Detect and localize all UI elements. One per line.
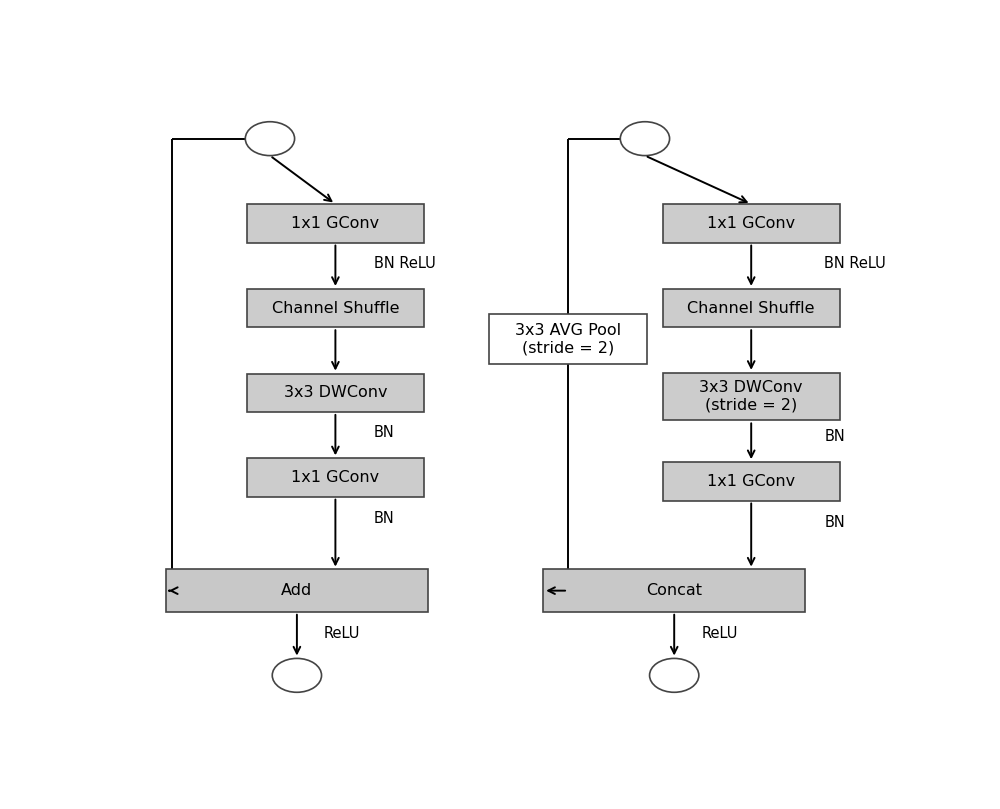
FancyBboxPatch shape <box>663 204 840 243</box>
Text: 1x1 GConv: 1x1 GConv <box>291 216 379 231</box>
FancyBboxPatch shape <box>166 570 428 612</box>
Ellipse shape <box>650 659 699 693</box>
Text: Concat: Concat <box>646 583 702 598</box>
FancyBboxPatch shape <box>663 462 840 501</box>
Text: ReLU: ReLU <box>324 626 360 642</box>
FancyBboxPatch shape <box>543 570 805 612</box>
Text: BN: BN <box>374 510 395 526</box>
FancyBboxPatch shape <box>663 373 840 421</box>
Text: 3x3 DWConv
(stride = 2): 3x3 DWConv (stride = 2) <box>699 380 803 413</box>
Text: BN: BN <box>824 515 845 530</box>
Text: BN ReLU: BN ReLU <box>824 256 886 271</box>
Ellipse shape <box>620 121 670 155</box>
Text: 1x1 GConv: 1x1 GConv <box>291 470 379 485</box>
Text: 1x1 GConv: 1x1 GConv <box>707 216 795 231</box>
FancyBboxPatch shape <box>663 289 840 328</box>
Text: BN: BN <box>374 426 395 440</box>
FancyBboxPatch shape <box>247 289 424 328</box>
Text: BN ReLU: BN ReLU <box>374 256 436 271</box>
Text: ReLU: ReLU <box>701 626 738 642</box>
Text: BN: BN <box>824 429 845 444</box>
Text: Add: Add <box>281 583 313 598</box>
FancyBboxPatch shape <box>247 374 424 412</box>
FancyBboxPatch shape <box>489 314 647 364</box>
Text: Channel Shuffle: Channel Shuffle <box>272 301 399 316</box>
Text: 1x1 GConv: 1x1 GConv <box>707 474 795 489</box>
Text: Channel Shuffle: Channel Shuffle <box>687 301 815 316</box>
FancyBboxPatch shape <box>247 204 424 243</box>
FancyBboxPatch shape <box>247 458 424 497</box>
Text: 3x3 DWConv: 3x3 DWConv <box>284 385 387 400</box>
Text: 3x3 AVG Pool
(stride = 2): 3x3 AVG Pool (stride = 2) <box>515 323 621 355</box>
Ellipse shape <box>245 121 295 155</box>
Ellipse shape <box>272 659 322 693</box>
